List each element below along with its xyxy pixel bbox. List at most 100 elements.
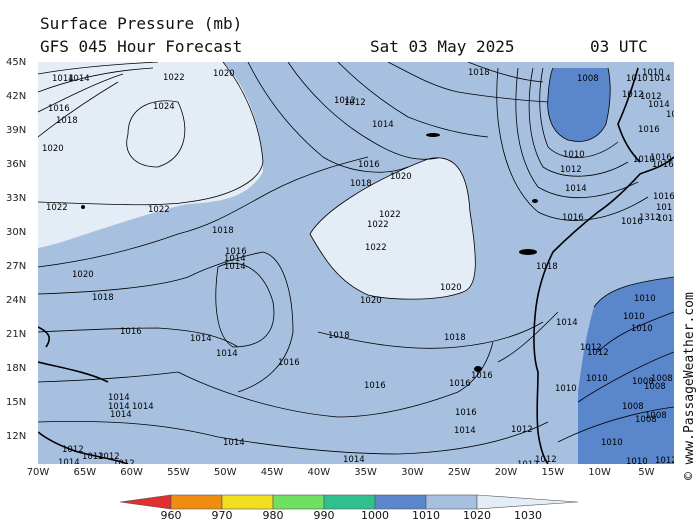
- azores-islands: [426, 133, 440, 137]
- legend-label: 1010: [412, 509, 440, 522]
- isobar-label: 1010: [633, 155, 655, 165]
- isobar-label: 1014: [52, 74, 74, 84]
- isobar-label: 1016: [562, 213, 584, 223]
- legend-label: 980: [262, 509, 284, 522]
- legend-swatch: [374, 494, 427, 510]
- latitude-label: 27N: [6, 261, 27, 272]
- isobar-label: 1014: [58, 458, 80, 464]
- isobar-label: 1016: [653, 192, 674, 202]
- longitude-label: 65W: [73, 467, 97, 478]
- isobar-label: 1016: [364, 381, 386, 391]
- isobar-label: 1008: [651, 374, 673, 384]
- isobar-label: 1010: [642, 68, 664, 78]
- isobar-label: 1010: [563, 150, 585, 160]
- bermuda-island: [81, 205, 85, 209]
- isobar-label: 1012: [511, 425, 533, 435]
- isobar-label: 1012: [580, 343, 602, 353]
- longitude-label: 15W: [541, 467, 565, 478]
- coastlines: [38, 67, 674, 464]
- longitude-label: 60W: [120, 467, 143, 478]
- isobar-label: 1012: [666, 110, 674, 120]
- isobar-label: 1014: [110, 410, 132, 420]
- longitude-label: 45W: [260, 467, 284, 478]
- isobar-label: 1016: [358, 160, 380, 170]
- longitude-label: 35W: [354, 467, 377, 478]
- isobar-label: 1020: [390, 172, 412, 182]
- isobar-label: 1016: [225, 247, 247, 257]
- isobar-label: 1014: [224, 262, 246, 272]
- forecast-subtitle: GFS 045 Hour Forecast: [40, 37, 243, 56]
- isobar-label: 1014: [216, 349, 238, 359]
- isobar-label: 1016: [652, 160, 674, 170]
- isobar-label: 1010: [626, 457, 648, 464]
- isobar-label: 1022: [163, 73, 185, 83]
- islands: [81, 133, 538, 372]
- longitude-label: 25W: [447, 467, 471, 478]
- isobar-label: 1010: [634, 294, 656, 304]
- isobar-label: 1012: [517, 460, 539, 464]
- low-pressure-africa: [578, 277, 674, 464]
- isobar-label: 101: [656, 203, 672, 213]
- latitude-label: 42N: [6, 91, 27, 102]
- latitude-label: 18N: [6, 363, 27, 374]
- isobar-label: 1022: [46, 203, 68, 213]
- isobar-label: 1020: [213, 69, 235, 79]
- isobar-label: 1010: [586, 374, 608, 384]
- isobar-label: 1020: [360, 296, 382, 306]
- isobar-label: 1008: [645, 411, 667, 421]
- isobar-label: 1018: [444, 333, 466, 343]
- latitude-label: 45N: [6, 57, 27, 68]
- isobar-label: 1016: [48, 104, 70, 114]
- isobar-label: 1012: [535, 455, 557, 464]
- high-pressure-central: [310, 157, 476, 300]
- latitude-label: 33N: [6, 193, 27, 204]
- isobar-label: 1016: [455, 408, 477, 418]
- latitude-label: 15N: [6, 397, 27, 408]
- isobar-label: 1008: [632, 377, 654, 387]
- isobar-label: 1014: [224, 254, 246, 264]
- isobar-label: 1014: [649, 74, 671, 84]
- isobar-label: 1012: [560, 165, 582, 175]
- isobar-label: 1016: [650, 153, 672, 163]
- cape-verde-islands: [474, 366, 482, 372]
- isobars: [38, 62, 674, 455]
- isobar-label: 1012: [622, 90, 644, 100]
- legend-swatch: [120, 494, 172, 510]
- iberia-coastline: [617, 67, 641, 163]
- isobar-label: 1008: [577, 74, 599, 84]
- isobar-label: 1020: [72, 270, 94, 280]
- isobar-label: 1012: [62, 445, 84, 455]
- latitude-label: 36N: [6, 159, 27, 170]
- legend-swatch: [425, 494, 478, 510]
- legend-swatch: [170, 494, 223, 510]
- isobar-label: 1014: [454, 426, 476, 436]
- africa-coastline: [533, 156, 674, 464]
- low-pressure-north: [547, 68, 611, 142]
- isobar-label: 1012: [640, 92, 662, 102]
- isobar-label: 1010: [623, 312, 645, 322]
- legend-swatch: [476, 494, 579, 510]
- isobar-label: 1012: [344, 98, 366, 108]
- isobar-label: 101: [657, 214, 673, 224]
- isobar-label: 1312: [639, 213, 661, 223]
- isobar-label: 1016: [120, 327, 142, 337]
- longitude-label: 30W: [401, 467, 424, 478]
- isobar-label: 1022: [365, 243, 387, 253]
- caribbean-coastline: [38, 326, 129, 464]
- isobar-label: 1010: [626, 74, 648, 84]
- isobar-label: 1012: [82, 452, 104, 462]
- low-pressure-areas: [547, 68, 674, 464]
- pressure-color-legend: [120, 494, 579, 510]
- longitude-label: 70W: [26, 467, 50, 478]
- isobar-label: 1016: [621, 217, 643, 227]
- longitude-label: 20W: [494, 467, 518, 478]
- isobar-label: 1018: [536, 262, 558, 272]
- isobar-label: 1012: [113, 459, 135, 464]
- latitude-label: 12N: [6, 431, 27, 442]
- isobar-label: 1022: [379, 210, 401, 220]
- isobar-label: 1012: [98, 452, 120, 462]
- isobar-label: 1016: [278, 358, 300, 368]
- isobar-label: 1016: [638, 125, 660, 135]
